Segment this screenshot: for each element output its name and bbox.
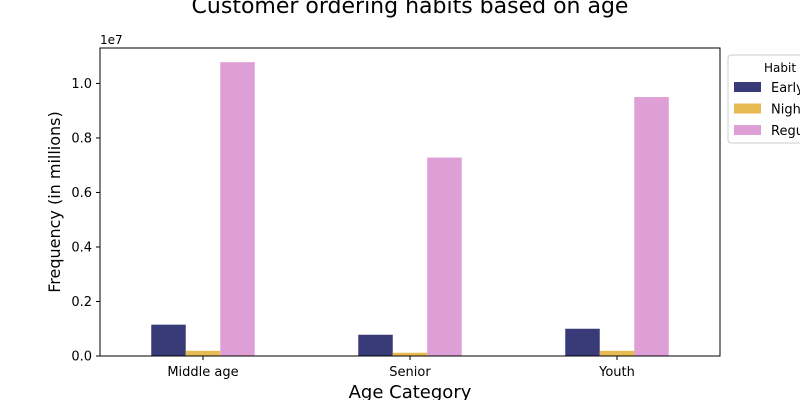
legend-box	[727, 54, 800, 144]
y-axis: 0.0 0.2 0.4 0.6 0.8 1.0	[71, 77, 100, 365]
legend: Habit Early Nigh Regu	[727, 54, 800, 144]
legend-label: Early	[771, 81, 800, 96]
bar-regu-youth	[634, 97, 669, 356]
y-axis-label: Frequency (in millions)	[45, 111, 64, 293]
y-offset-label: 1e7	[100, 33, 123, 47]
y-tick-label: 1.0	[71, 77, 92, 92]
legend-title: Habit	[764, 61, 796, 75]
bar-early-senior	[358, 334, 393, 356]
y-tick-label: 0.0	[71, 350, 92, 365]
legend-swatch	[734, 125, 761, 135]
bar-early-youth	[565, 328, 600, 356]
bar-nigh-youth	[599, 350, 635, 356]
bar-nigh-middle-age	[185, 350, 221, 356]
bar-regu-middle-age	[220, 62, 255, 356]
x-tick-label: Middle age	[167, 365, 238, 380]
y-tick-label: 0.6	[71, 186, 92, 201]
y-tick-label: 0.8	[71, 131, 92, 146]
y-tick-label: 0.2	[71, 295, 92, 310]
plot-frame	[99, 47, 721, 357]
legend-swatch	[734, 82, 761, 92]
bar-early-middle-age	[151, 324, 186, 356]
bars-group	[151, 62, 669, 356]
bar-nigh-senior	[392, 352, 428, 356]
x-axis: Middle age Senior Youth	[167, 356, 635, 380]
x-tick-label: Senior	[389, 365, 431, 380]
legend-swatch	[734, 103, 761, 114]
legend-label: Regu	[771, 124, 800, 139]
legend-label: Nigh	[771, 103, 800, 118]
y-tick-label: 0.4	[71, 240, 92, 255]
x-tick-label: Youth	[598, 365, 635, 380]
bar-regu-senior	[427, 157, 462, 356]
x-axis-label: Age Category	[349, 382, 472, 400]
chart-title: Customer ordering habits based on age	[192, 0, 629, 19]
